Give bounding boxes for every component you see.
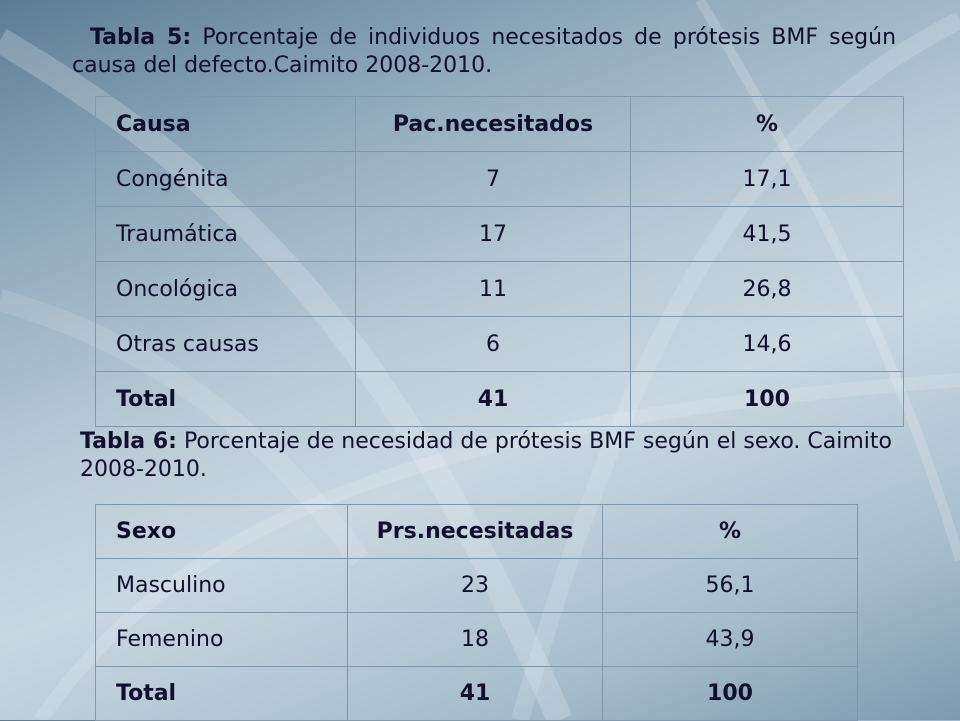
table5-caption-text: Porcentaje de individuos necesitados de … (72, 25, 897, 78)
table5-header-cell: Causa (95, 96, 356, 152)
table5-cell: 7 (355, 151, 631, 207)
table5-cell: Oncológica (95, 261, 356, 317)
table5-cell: 17 (355, 206, 631, 262)
table6-cell: Femenino (95, 612, 348, 667)
table-row: Traumática 17 41,5 (95, 206, 904, 262)
table6-cell: 23 (347, 558, 603, 613)
table5-caption: Tabla 5: Porcentaje de individuos necesi… (72, 24, 896, 80)
table5-header-row: Causa Pac.necesitados % (95, 96, 904, 152)
table5-cell: 6 (355, 316, 631, 372)
table6-cell: 18 (347, 612, 603, 667)
table5-caption-label: Tabla 5: (90, 25, 192, 50)
table6-header-cell: % (602, 504, 858, 559)
table5-total-cell: Total (95, 371, 356, 427)
table5: Causa Pac.necesitados % Congénita 7 17,1… (95, 96, 904, 427)
table6-cell: 43,9 (602, 612, 858, 667)
table5-cell: Congénita (95, 151, 356, 207)
table5-cell: 41,5 (630, 206, 904, 262)
table6-cell: Masculino (95, 558, 348, 613)
table5-cell: Otras causas (95, 316, 356, 372)
table6-total-cell: 100 (602, 666, 858, 721)
table6-caption-text: Porcentaje de necesidad de prótesis BMF … (80, 429, 892, 482)
table5-header-cell: % (630, 96, 904, 152)
table6-caption-label: Tabla 6: (80, 429, 177, 454)
table5-header-cell: Pac.necesitados (355, 96, 631, 152)
table5-cell: 26,8 (630, 261, 904, 317)
table5-cell: 14,6 (630, 316, 904, 372)
table6-total-cell: 41 (347, 666, 603, 721)
table5-cell: 11 (355, 261, 631, 317)
table-row: Otras causas 6 14,6 (95, 316, 904, 372)
table6-header-cell: Sexo (95, 504, 348, 559)
table5-total-cell: 100 (630, 371, 904, 427)
table6-total-row: Total 41 100 (95, 666, 858, 721)
table6-caption: Tabla 6: Porcentaje de necesidad de prót… (80, 428, 892, 484)
table-row: Femenino 18 43,9 (95, 612, 858, 667)
table5-total-row: Total 41 100 (95, 371, 904, 427)
table-row: Masculino 23 56,1 (95, 558, 858, 613)
table6-header-row: Sexo Prs.necesitadas % (95, 504, 858, 559)
table-row: Oncológica 11 26,8 (95, 261, 904, 317)
table5-cell: 17,1 (630, 151, 904, 207)
table5-total-cell: 41 (355, 371, 631, 427)
table5-cell: Traumática (95, 206, 356, 262)
table6-cell: 56,1 (602, 558, 858, 613)
table-row: Congénita 7 17,1 (95, 151, 904, 207)
table6: Sexo Prs.necesitadas % Masculino 23 56,1… (95, 504, 858, 721)
table6-total-cell: Total (95, 666, 348, 721)
table6-header-cell: Prs.necesitadas (347, 504, 603, 559)
